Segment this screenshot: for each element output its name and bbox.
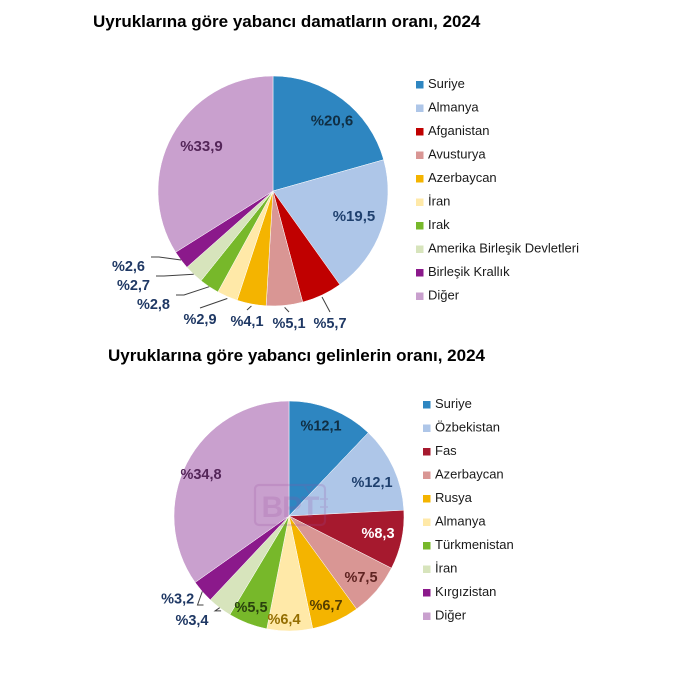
svg-text:İran: İran	[435, 561, 457, 576]
svg-text:%12,1: %12,1	[300, 418, 341, 434]
svg-text:%2,7: %2,7	[117, 278, 150, 294]
svg-text:%8,3: %8,3	[361, 526, 394, 542]
svg-text:Amerika Birleşik Devletleri: Amerika Birleşik Devletleri	[428, 241, 579, 256]
svg-text:%5,7: %5,7	[313, 316, 346, 332]
svg-text:Suriye: Suriye	[435, 396, 472, 411]
svg-text:Kırgızistan: Kırgızistan	[435, 584, 496, 599]
svg-text:Rusya: Rusya	[435, 490, 473, 505]
svg-text:Birleşik Krallık: Birleşik Krallık	[428, 264, 510, 279]
svg-text:Diğer: Diğer	[435, 608, 467, 623]
svg-text:Suriye: Suriye	[428, 76, 465, 91]
svg-text:Almanya: Almanya	[435, 514, 486, 529]
svg-text:Azerbaycan: Azerbaycan	[428, 170, 497, 185]
svg-text:%19,5: %19,5	[333, 208, 376, 225]
svg-text:%20,6: %20,6	[311, 112, 354, 129]
svg-text:Avusturya: Avusturya	[428, 147, 486, 162]
svg-text:BPT: BPT	[262, 491, 320, 524]
svg-text:%12,1: %12,1	[351, 475, 392, 491]
svg-text:%2,6: %2,6	[112, 259, 145, 275]
svg-text:Azerbaycan: Azerbaycan	[435, 467, 504, 482]
svg-text:%2,9: %2,9	[183, 312, 216, 328]
svg-text:%2,8: %2,8	[137, 297, 170, 313]
svg-text:Irak: Irak	[428, 217, 450, 232]
svg-text:İran: İran	[428, 194, 450, 209]
svg-text:%7,5: %7,5	[344, 570, 377, 586]
svg-text:Almanya: Almanya	[428, 100, 479, 115]
svg-text:%3,2: %3,2	[161, 591, 194, 607]
svg-text:Afganistan: Afganistan	[428, 123, 489, 138]
svg-text:%5,5: %5,5	[234, 600, 267, 616]
svg-text:%34,8: %34,8	[180, 467, 221, 483]
svg-text:%3,4: %3,4	[175, 613, 208, 629]
svg-text:%5,1: %5,1	[272, 316, 305, 332]
svg-text:Türkmenistan: Türkmenistan	[435, 537, 514, 552]
svg-text:Özbekistan: Özbekistan	[435, 420, 500, 435]
svg-text:%4,1: %4,1	[230, 314, 263, 330]
svg-text:%33,9: %33,9	[180, 138, 223, 155]
svg-text:%6,7: %6,7	[309, 598, 342, 614]
svg-text:Diğer: Diğer	[428, 288, 460, 303]
svg-text:%6,4: %6,4	[267, 612, 300, 628]
svg-text:Fas: Fas	[435, 443, 457, 458]
